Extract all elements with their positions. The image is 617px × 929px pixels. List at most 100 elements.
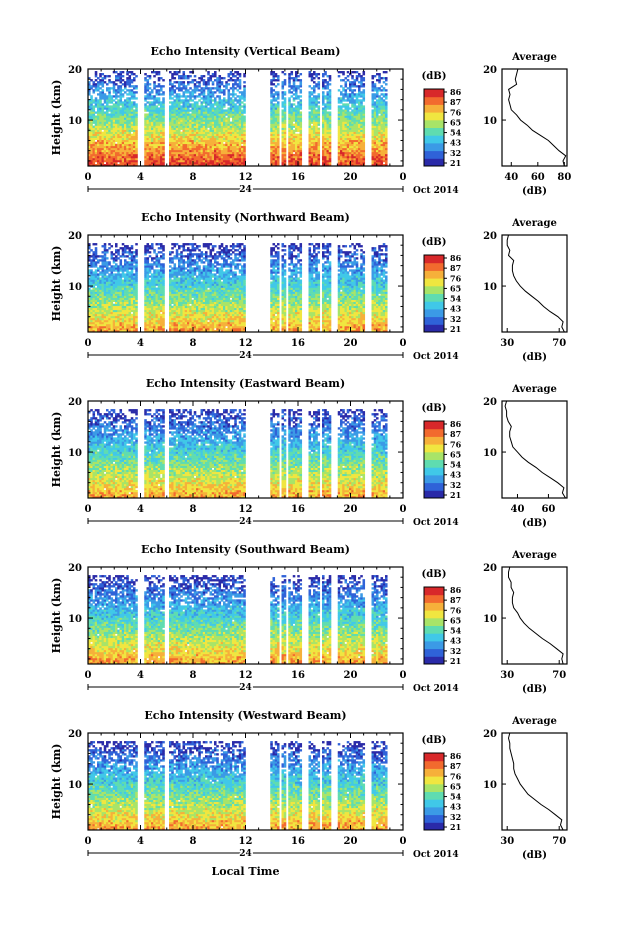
echo-cell <box>171 155 174 159</box>
echo-cell <box>108 123 111 126</box>
echo-cell <box>193 117 197 120</box>
echo-cell <box>234 123 237 126</box>
echo-cell <box>153 133 156 136</box>
echo-cell <box>351 75 354 78</box>
echo-cell <box>101 135 105 139</box>
echo-cell <box>119 283 123 286</box>
echo-cell <box>241 137 244 141</box>
echo-cell <box>315 97 318 100</box>
echo-cell <box>218 139 222 143</box>
echo-cell <box>175 123 179 126</box>
echo-cell <box>108 313 111 317</box>
echo-cell <box>211 119 215 122</box>
echo-cell <box>220 147 224 151</box>
echo-cell <box>193 157 197 161</box>
echo-cell <box>146 141 150 145</box>
echo-cell <box>90 255 93 258</box>
echo-cell <box>317 161 321 165</box>
echo-cell <box>205 111 208 114</box>
echo-cell <box>182 147 186 151</box>
echo-cell <box>124 149 127 153</box>
echo-cell <box>227 107 231 110</box>
echo-cell <box>351 151 354 155</box>
echo-cell <box>373 83 377 86</box>
echo-cell <box>234 163 237 167</box>
echo-cell <box>274 133 278 136</box>
echo-cell <box>211 121 215 124</box>
echo-cell <box>292 115 296 118</box>
echo-cell <box>207 71 210 74</box>
echo-cell <box>90 135 93 139</box>
echo-cell <box>272 123 276 126</box>
echo-cell <box>297 119 300 122</box>
echo-cell <box>214 119 217 122</box>
echo-cell <box>88 327 91 331</box>
echo-cell <box>283 99 287 102</box>
echo-cell <box>376 95 379 98</box>
echo-cell <box>99 93 102 96</box>
echo-cell <box>160 143 163 147</box>
echo-cell <box>378 143 381 147</box>
echo-cell <box>202 163 206 167</box>
echo-cell <box>220 91 224 94</box>
echo-cell <box>178 111 181 114</box>
echo-cell <box>299 119 303 122</box>
echo-cell <box>117 303 120 307</box>
echo-cell <box>180 145 183 149</box>
echo-cell <box>157 139 161 143</box>
echo-cell <box>146 95 150 98</box>
echo-cell <box>153 115 156 118</box>
echo-cell <box>97 319 100 323</box>
echo-cell <box>180 159 183 163</box>
echo-cell <box>216 141 219 145</box>
echo-cell <box>128 123 132 126</box>
echo-cell <box>189 159 192 163</box>
echo-cell <box>162 119 165 122</box>
echo-cell <box>117 325 120 329</box>
echo-cell <box>108 157 111 161</box>
echo-cell <box>351 159 354 163</box>
echo-cell <box>346 159 350 163</box>
echo-cell <box>119 127 123 130</box>
echo-cell <box>182 115 186 118</box>
echo-cell <box>101 327 105 331</box>
echo-cell <box>227 93 231 96</box>
echo-cell <box>326 161 330 165</box>
echo-cell <box>133 119 136 122</box>
echo-cell <box>99 97 102 100</box>
echo-cell <box>99 281 102 284</box>
echo-cell <box>94 255 98 258</box>
echo-cell <box>214 145 217 149</box>
echo-cell <box>205 123 208 126</box>
echo-cell <box>148 75 152 78</box>
echo-cell <box>97 285 100 288</box>
echo-cell <box>189 129 192 132</box>
echo-cell <box>281 97 285 100</box>
echo-cell <box>342 115 345 118</box>
echo-cell <box>193 147 197 151</box>
echo-cell <box>94 137 98 141</box>
echo-cell <box>196 163 199 167</box>
echo-cell <box>101 89 105 92</box>
echo-cell <box>205 141 208 145</box>
echo-cell <box>119 311 123 315</box>
echo-cell <box>205 127 208 130</box>
echo-cell <box>153 81 156 84</box>
echo-cell <box>200 159 204 163</box>
echo-cell <box>94 313 98 317</box>
echo-cell <box>130 91 134 94</box>
echo-cell <box>106 311 109 315</box>
echo-cell <box>117 77 120 80</box>
echo-cell <box>99 311 102 315</box>
echo-cell <box>225 157 228 161</box>
echo-cell <box>205 125 208 128</box>
echo-cell <box>117 87 120 90</box>
echo-cell <box>243 87 246 90</box>
echo-cell <box>317 143 321 147</box>
echo-cell <box>173 111 177 114</box>
echo-cell <box>97 103 100 106</box>
echo-cell <box>299 155 303 159</box>
echo-cell <box>108 155 111 159</box>
echo-cell <box>211 117 215 120</box>
echo-cell <box>198 113 201 116</box>
